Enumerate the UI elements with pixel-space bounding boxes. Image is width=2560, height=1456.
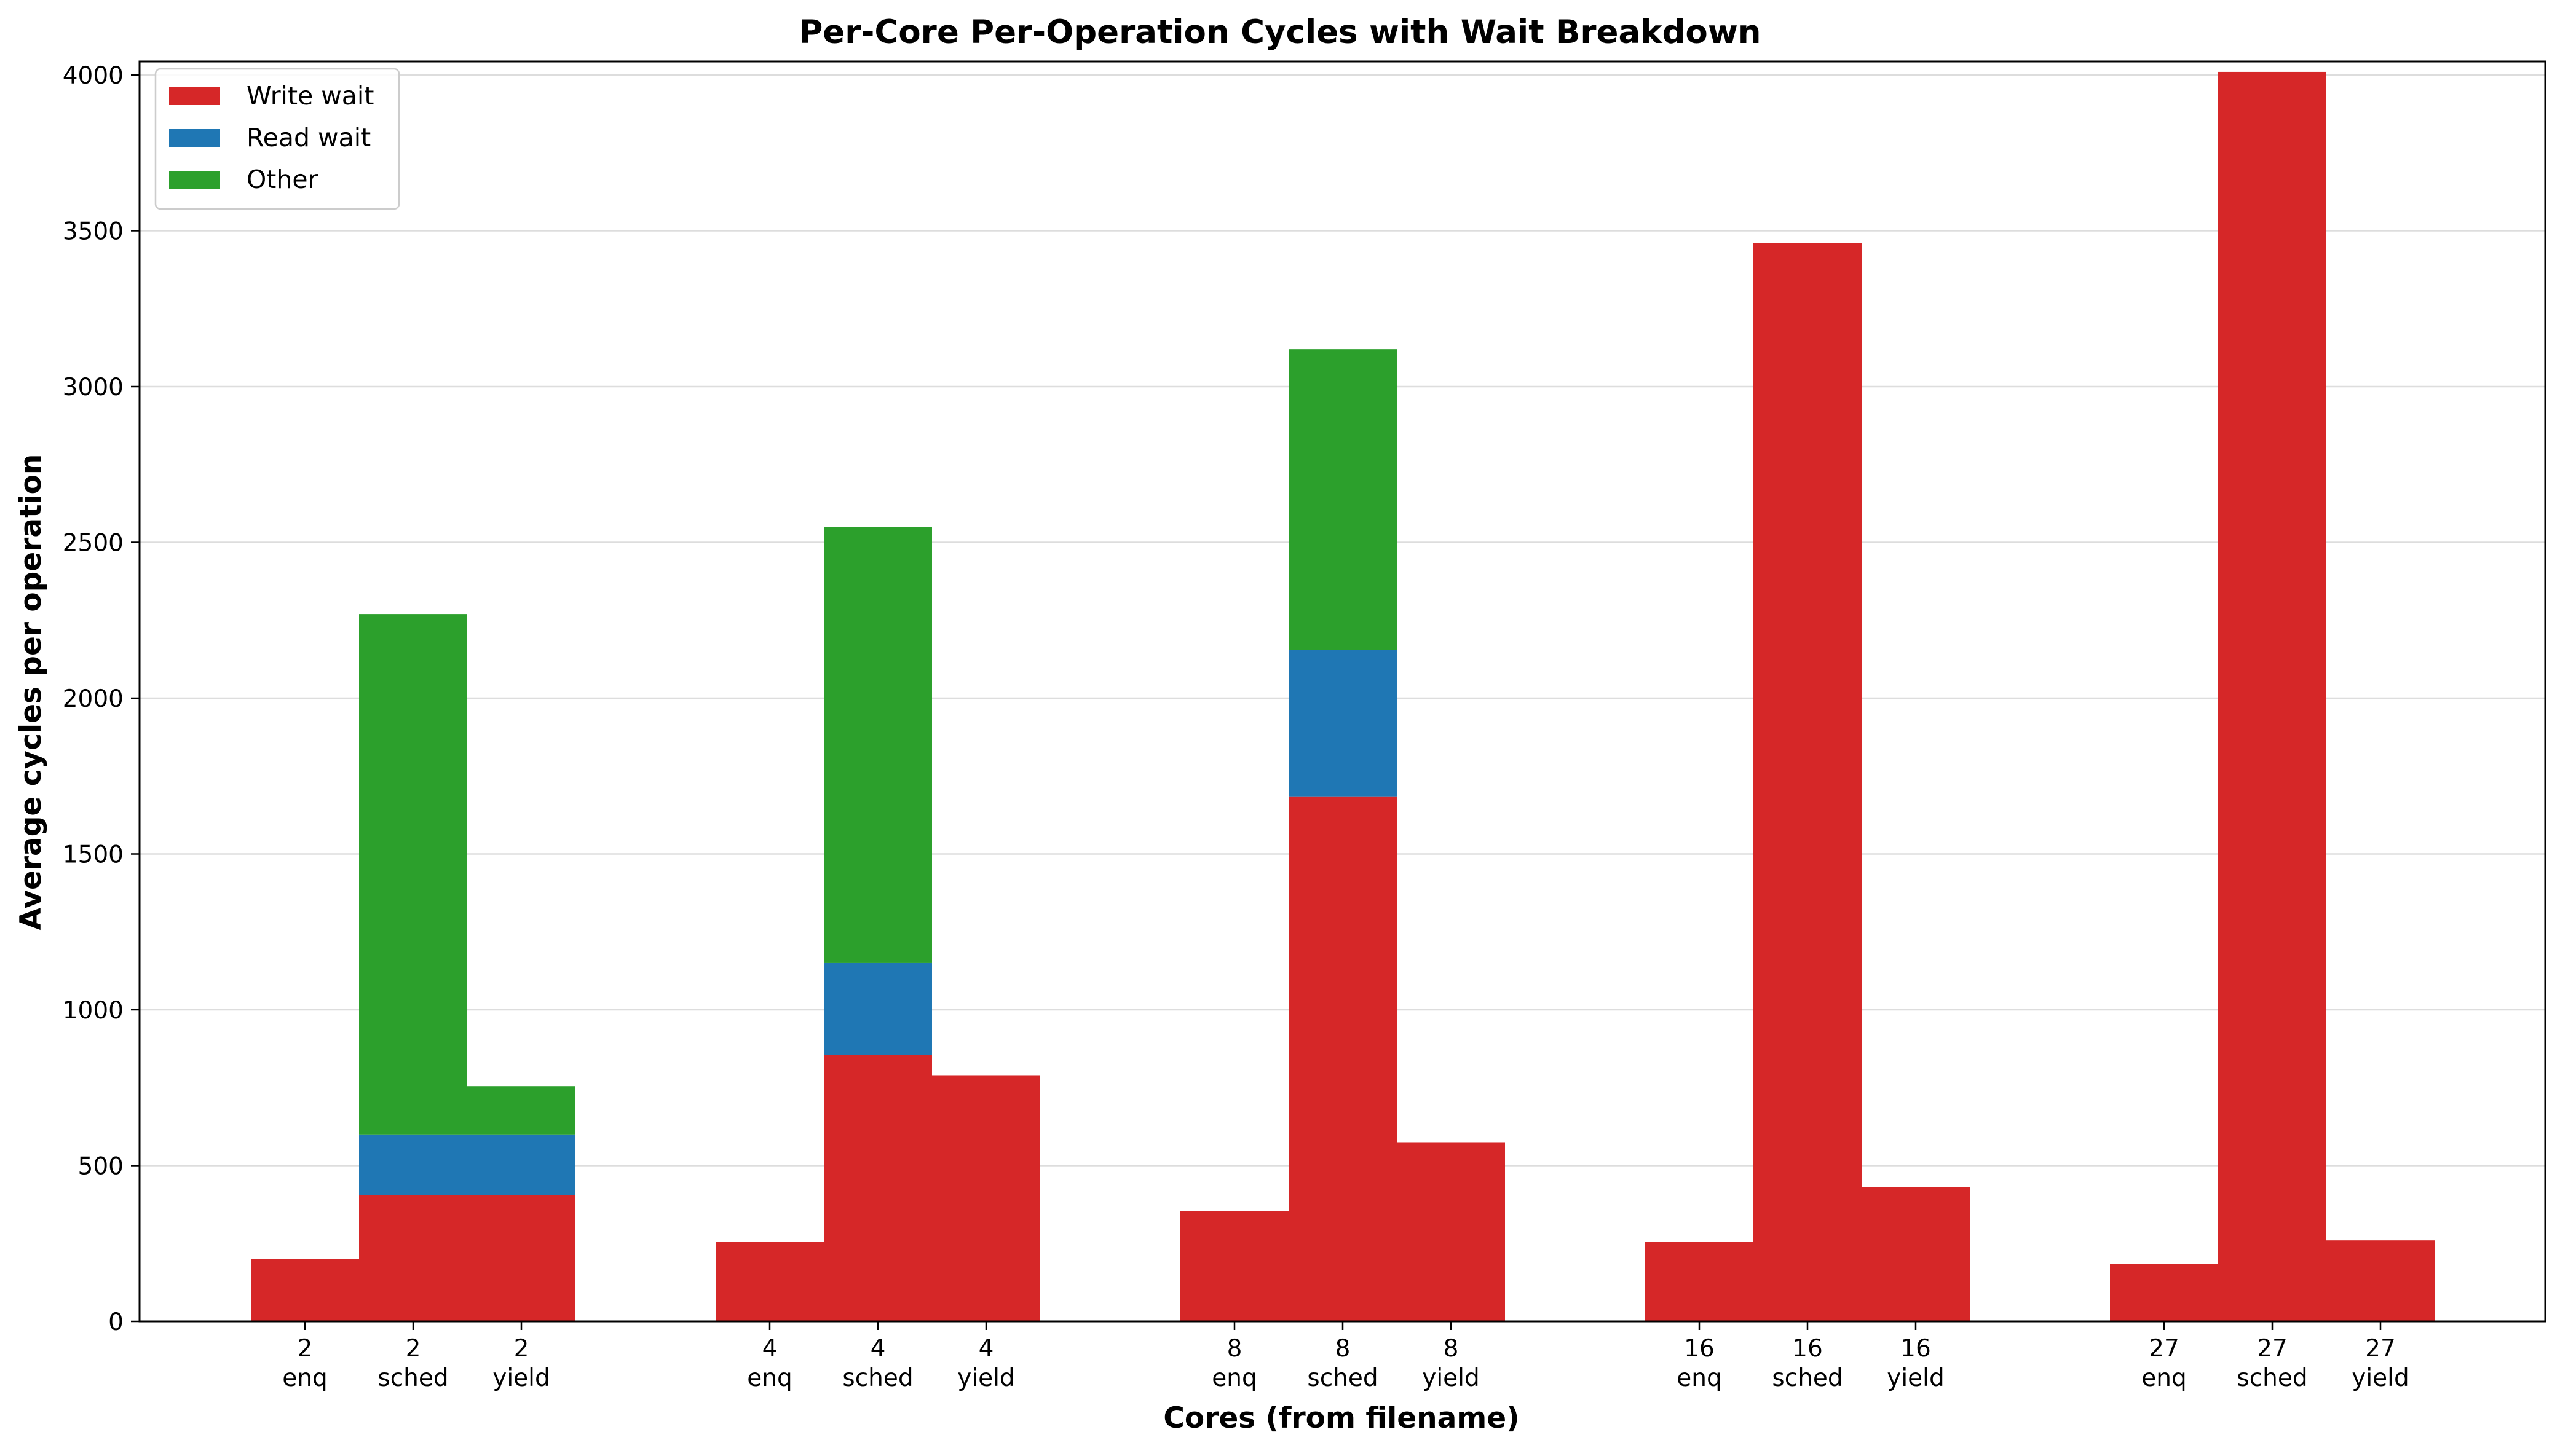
bar-write-wait-4-yield (932, 1075, 1040, 1321)
legend-swatch (169, 129, 220, 147)
x-tick-label-operation: sched (2237, 1364, 2307, 1392)
bar-read-wait-2-yield (467, 1134, 575, 1195)
x-tick-label-operation: sched (377, 1364, 448, 1392)
bar-write-wait-27-sched (2218, 71, 2326, 1321)
x-tick-label-operation: sched (1307, 1364, 1378, 1392)
bar-write-wait-2-sched (359, 1195, 467, 1321)
x-tick-label-cores: 2 (514, 1335, 529, 1363)
y-tick-label: 1500 (63, 841, 124, 869)
y-tick-label: 4000 (63, 62, 124, 90)
bar-other-2-sched (359, 614, 467, 1135)
legend-label: Write wait (247, 81, 374, 111)
legend-swatch (169, 171, 220, 189)
x-tick-label-operation: sched (842, 1364, 913, 1392)
bars (251, 71, 2435, 1321)
x-tick-label-operation: yield (1887, 1364, 1945, 1392)
legend: Write wait Read wait Other (154, 68, 400, 210)
x-tick-label-cores: 16 (1900, 1335, 1931, 1363)
y-tick-label: 2000 (63, 685, 124, 713)
y-tick-label: 2500 (63, 530, 124, 557)
x-tick-label-operation: enq (282, 1364, 327, 1392)
bar-write-wait-2-enq (251, 1259, 359, 1321)
bar-other-8-sched (1289, 349, 1397, 650)
x-tick-label-cores: 8 (1335, 1335, 1351, 1363)
y-tick-label: 1000 (63, 997, 124, 1025)
x-tick-label-cores: 27 (2365, 1335, 2396, 1363)
x-tick-label-cores: 16 (1792, 1335, 1823, 1363)
x-axis-label: Cores (from filename) (1163, 1401, 1519, 1435)
bar-write-wait-16-yield (1862, 1187, 1970, 1321)
x-tick-label-operation: yield (1422, 1364, 1480, 1392)
x-tick-label-cores: 8 (1227, 1335, 1242, 1363)
x-tick-label-cores: 2 (298, 1335, 313, 1363)
bar-write-wait-27-enq (2110, 1264, 2218, 1321)
x-tick-label-cores: 4 (979, 1335, 994, 1363)
bar-write-wait-2-yield (467, 1195, 575, 1321)
x-tick-label-operation: enq (1212, 1364, 1257, 1392)
y-tick-label: 3000 (63, 374, 124, 401)
bar-write-wait-8-enq (1180, 1211, 1289, 1321)
x-tick-label-cores: 27 (2257, 1335, 2288, 1363)
x-tick-label-cores: 2 (406, 1335, 421, 1363)
bar-write-wait-27-yield (2326, 1240, 2435, 1321)
x-tick-label-cores: 27 (2149, 1335, 2179, 1363)
chart-title: Per-Core Per-Operation Cycles with Wait … (799, 14, 1761, 51)
x-tick-label-operation: yield (957, 1364, 1015, 1392)
y-axis-label: Average cycles per operation (14, 454, 48, 931)
bar-read-wait-8-sched (1289, 650, 1397, 797)
bar-other-2-yield (467, 1086, 575, 1135)
bar-other-4-sched (824, 527, 932, 963)
bar-read-wait-4-sched (824, 962, 932, 1055)
bar-write-wait-8-sched (1289, 796, 1397, 1321)
bar-write-wait-4-sched (824, 1055, 932, 1321)
y-tick-label: 3500 (63, 218, 124, 246)
legend-label: Other (247, 165, 318, 194)
x-tick-label-operation: sched (1772, 1364, 1843, 1392)
x-tick-label-operation: enq (2141, 1364, 2186, 1392)
x-tick-label-operation: yield (2352, 1364, 2409, 1392)
y-tick-label: 500 (78, 1153, 124, 1181)
bar-write-wait-4-enq (716, 1242, 824, 1321)
x-tick-label-cores: 8 (1444, 1335, 1459, 1363)
bar-read-wait-2-sched (359, 1134, 467, 1195)
x-tick-label-operation: enq (1677, 1364, 1721, 1392)
x-tick-label-operation: enq (747, 1364, 792, 1392)
bar-write-wait-8-yield (1397, 1142, 1505, 1321)
bar-write-wait-16-sched (1753, 243, 1862, 1321)
legend-label: Read wait (247, 123, 371, 152)
x-tick-label-operation: yield (492, 1364, 550, 1392)
x-ticks: 2enq2sched2yield4enq4sched4yield8enq8sch… (282, 1321, 2409, 1392)
x-tick-label-cores: 16 (1684, 1335, 1715, 1363)
bar-write-wait-16-enq (1645, 1242, 1753, 1321)
x-tick-label-cores: 4 (871, 1335, 886, 1363)
x-tick-label-cores: 4 (762, 1335, 778, 1363)
y-ticks: 0 500 1000 1500 2000 2500 3000 3500 4000 (63, 62, 140, 1336)
legend-swatch (169, 87, 220, 105)
y-tick-label: 0 (108, 1308, 124, 1336)
